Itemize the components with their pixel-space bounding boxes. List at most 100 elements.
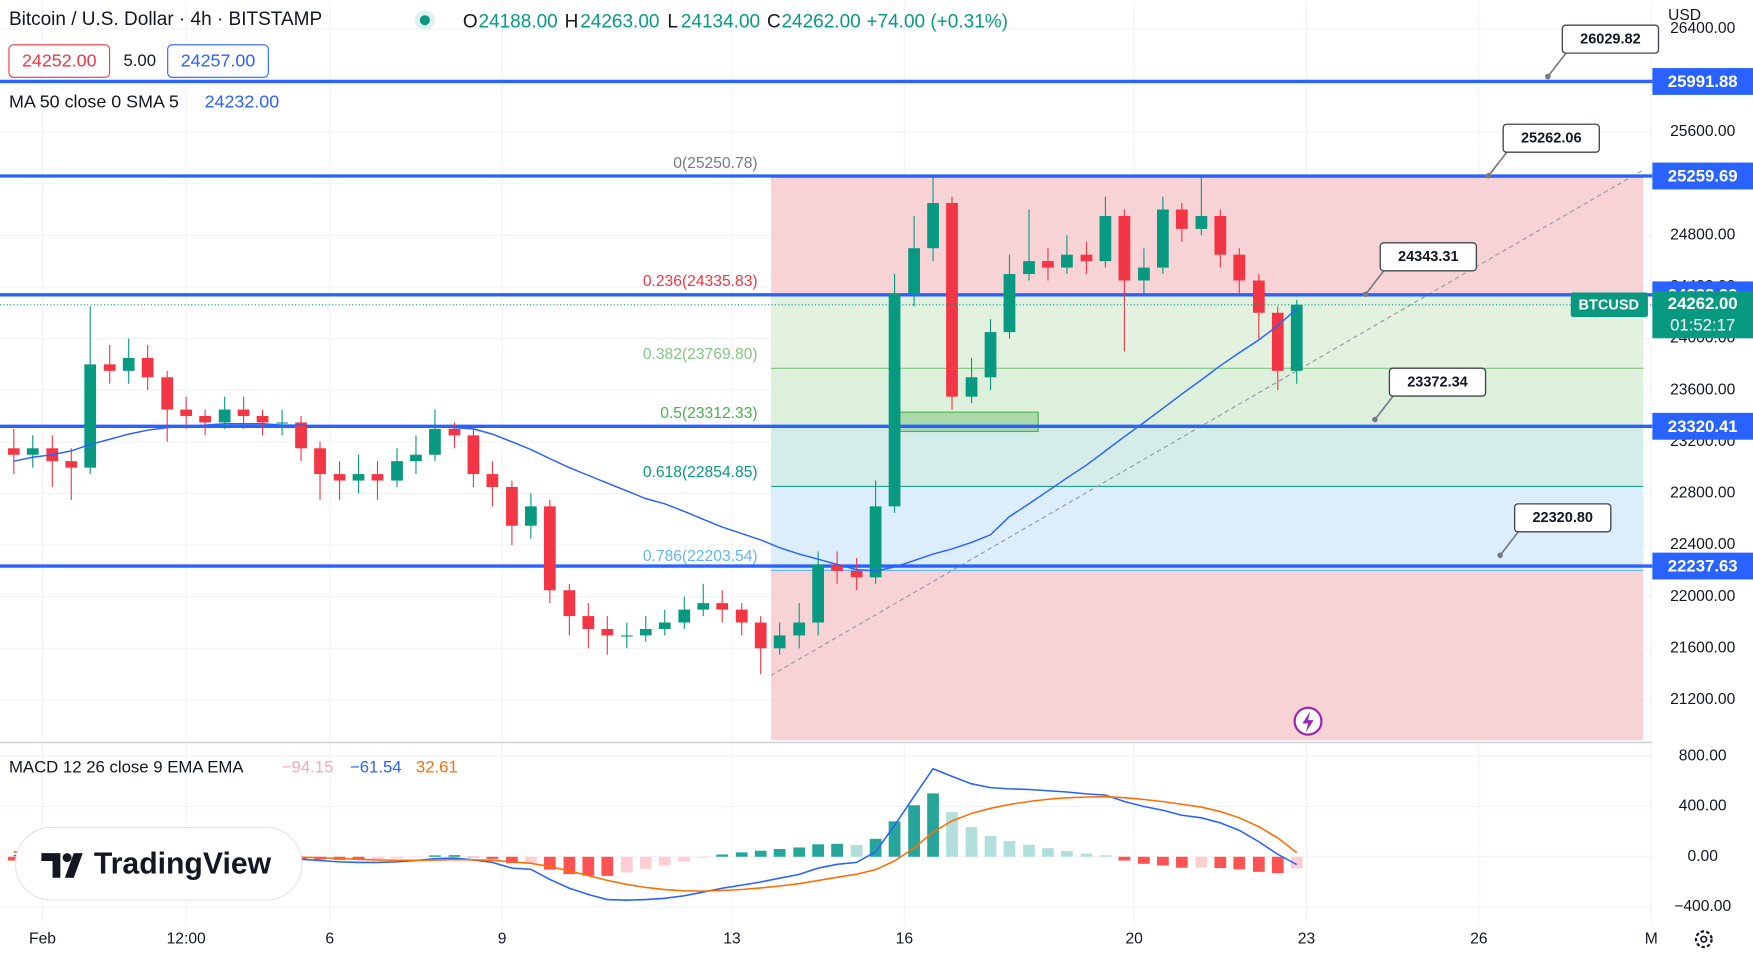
price-level-tag xyxy=(1652,162,1753,190)
candle-body xyxy=(429,428,441,455)
callout-box xyxy=(1513,503,1612,533)
logo-badge[interactable] xyxy=(15,826,303,901)
currency[interactable]: USD xyxy=(1668,7,1701,24)
candle-body xyxy=(984,332,997,378)
sell-button[interactable] xyxy=(8,44,111,78)
fib-zone xyxy=(771,486,1644,571)
price-level-tag xyxy=(1652,552,1753,580)
x-tick-label: 16 xyxy=(896,930,914,947)
ask-price[interactable]: 24257.00 xyxy=(181,50,256,70)
macd-histogram-bar xyxy=(620,856,633,873)
macd-histogram-bar xyxy=(1080,853,1093,857)
candle-body xyxy=(524,506,537,526)
y-tick-label: 21600.00 xyxy=(1670,639,1736,656)
macd-histogram-bar xyxy=(1175,856,1188,868)
candle-body xyxy=(908,248,920,294)
callout-label: 23372.34 xyxy=(1407,375,1468,391)
callout-anchor xyxy=(1362,291,1369,298)
macd-histogram-bar xyxy=(965,827,978,857)
candle-body xyxy=(697,603,710,610)
candle-body xyxy=(1271,312,1284,371)
logo-mark[interactable] xyxy=(41,853,83,878)
support-zone xyxy=(896,411,1039,433)
price-level-label: 25259.69 xyxy=(1668,167,1738,186)
macd-histogram-bar xyxy=(371,856,384,860)
macd-line-value: −61.54 xyxy=(350,758,402,777)
candle-body xyxy=(180,409,193,417)
macd-histogram-bar xyxy=(984,836,997,857)
candle-body xyxy=(1175,209,1188,229)
candle-body xyxy=(448,428,461,436)
callout-label: 22320.80 xyxy=(1532,510,1593,526)
candle-body xyxy=(276,422,288,424)
candle-body xyxy=(927,203,939,249)
macd-histogram-bar xyxy=(716,854,729,857)
callout-label: 24343.31 xyxy=(1398,249,1459,265)
ohlc-key: H xyxy=(565,11,579,32)
candle-body xyxy=(1003,274,1016,333)
logo-text[interactable]: TradingView xyxy=(94,847,272,880)
y-tick-label: 21200.00 xyxy=(1670,691,1736,708)
fib-level-label: 0.786(22203.54) xyxy=(643,548,758,565)
macd-signal-value: 32.61 xyxy=(416,758,458,777)
macd-histogram-bar xyxy=(908,805,920,857)
candle-body xyxy=(467,435,480,475)
candle-body xyxy=(256,416,269,423)
logo-mark-dot[interactable] xyxy=(62,853,72,863)
callout-pointer xyxy=(1547,51,1568,78)
bid-price[interactable]: 24252.00 xyxy=(22,50,97,70)
price-level-label: 22237.63 xyxy=(1668,557,1738,576)
macd-histogram-bar xyxy=(850,844,863,857)
y-tick-label: 23600.00 xyxy=(1670,381,1736,398)
buy-button[interactable] xyxy=(167,44,269,78)
settings-icon-center[interactable] xyxy=(1700,935,1708,943)
candle-body xyxy=(563,590,576,617)
ohlc-value: 24134.00 xyxy=(681,11,760,32)
candle-body xyxy=(218,409,231,423)
plot-background: 0(25250.78) 0.236(24335.83) 0.382(23769.80… xyxy=(0,2,1653,925)
fib-level-label: 0.618(22854.85) xyxy=(643,464,758,481)
macd-histogram-bar xyxy=(1099,855,1112,857)
market-status-icon xyxy=(419,15,430,26)
candle-body xyxy=(352,474,365,481)
macd-histogram-bar xyxy=(448,855,461,857)
ohlc-value: 24262.00 xyxy=(781,11,860,32)
candle-body xyxy=(831,564,843,571)
macd-histogram-bar xyxy=(812,844,825,857)
macd-histogram-bar xyxy=(1023,844,1035,857)
macd-histogram-bar xyxy=(429,855,441,857)
x-tick-label: 6 xyxy=(325,930,334,947)
fib-level-label: 0(25250.78) xyxy=(673,155,757,172)
candle-body xyxy=(295,422,307,449)
fib-zone xyxy=(771,427,1644,487)
last-price-label: 24262.00 xyxy=(1668,294,1738,313)
macd-histogram-bar xyxy=(582,856,595,876)
fib-level-label: 0.236(24335.83) xyxy=(643,273,758,290)
callout-pointer xyxy=(1374,394,1395,421)
candle-body xyxy=(773,635,786,649)
symbol-title: Bitcoin / U.S. Dollar · 4h · BITSTAMP xyxy=(9,9,322,30)
candle-body xyxy=(1023,261,1035,275)
callout-box xyxy=(1502,123,1600,153)
candle-body xyxy=(333,474,346,481)
macd-histogram-bar xyxy=(735,852,748,857)
candle-body xyxy=(812,564,825,623)
fib-zone xyxy=(771,177,1644,296)
last-price-tag xyxy=(1652,291,1753,339)
macd-histogram-bar xyxy=(697,856,710,858)
callout-anchor xyxy=(1545,73,1551,80)
candle-body xyxy=(735,609,748,623)
candle-body xyxy=(678,609,691,623)
x-tick-label: 20 xyxy=(1125,930,1143,947)
macd-histogram-bar xyxy=(678,856,691,862)
macd-histogram-bar xyxy=(1290,856,1303,869)
candle-body xyxy=(84,364,97,468)
settings-icon[interactable] xyxy=(1694,930,1713,949)
events-bolt[interactable] xyxy=(1302,711,1314,733)
candle-body xyxy=(1061,254,1073,268)
candle-body xyxy=(161,377,174,410)
macd-histogram-bar xyxy=(658,856,671,866)
ohlc-key: L xyxy=(667,11,678,32)
